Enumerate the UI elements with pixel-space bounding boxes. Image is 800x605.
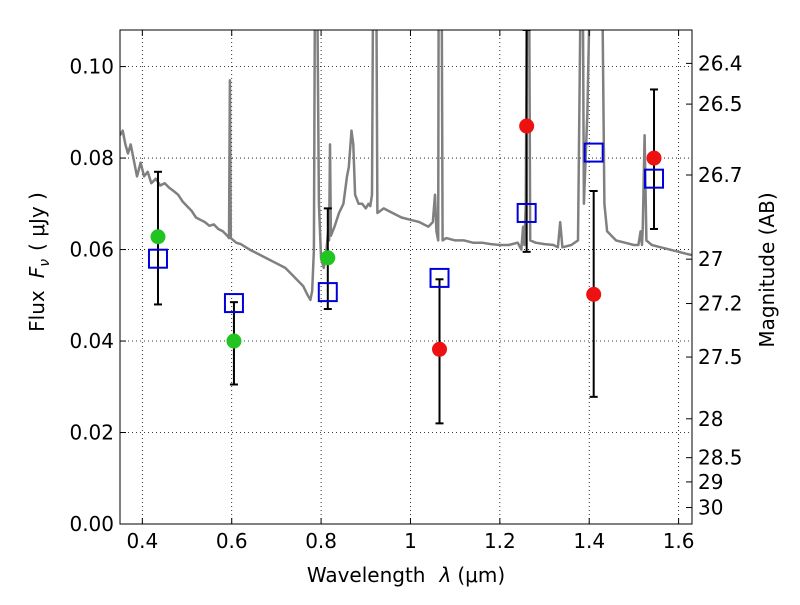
x-tick-label: 0.6: [216, 529, 248, 553]
model-square-marker: [516, 202, 537, 223]
green-data-point: [150, 229, 166, 245]
green-data-point: [320, 250, 336, 266]
y-axis-label: Flux: [25, 290, 49, 332]
y-tick-label: 0.08: [69, 146, 114, 170]
right-tick-label: 28: [698, 407, 723, 431]
x-axis-label: Wavelength: [307, 563, 426, 587]
y-tick-label: 0.06: [69, 238, 114, 262]
grid: [120, 30, 692, 524]
model-square-marker: [317, 282, 338, 303]
x-tick-label: 0.8: [305, 529, 337, 553]
x-axis-symbol: λ: [439, 563, 452, 587]
y-tick-label: 0.04: [69, 329, 114, 353]
y-tick-label: 0.00: [69, 512, 114, 536]
red-data-point: [646, 150, 662, 166]
right-tick-label: 27.2: [698, 292, 743, 316]
x-tick-label: 0.4: [126, 529, 158, 553]
x-axis-title: Wavelength λ (μm): [307, 563, 505, 587]
plot-background: [120, 30, 692, 524]
right-tick-label: 28.5: [698, 446, 743, 470]
errorbar-layer: [153, 30, 659, 425]
right-tick-label: 27: [698, 247, 723, 271]
right-axis-title: Magnitude (AB): [755, 192, 779, 347]
green-data-point: [226, 333, 242, 349]
spectrum-layer: [120, 30, 692, 302]
right-tick-label: 30: [698, 496, 723, 520]
x-tick-label: 1: [404, 529, 417, 553]
model-square-marker: [147, 248, 168, 269]
right-tick-label: 26.4: [698, 51, 743, 75]
x-tick-label: 1.4: [573, 529, 605, 553]
y-axis-symbol: F: [25, 266, 49, 278]
model-square-marker: [223, 293, 244, 314]
model-square-marker: [644, 168, 665, 189]
red-data-point: [519, 118, 535, 134]
right-tick-label: 27.5: [698, 345, 743, 369]
model-square-marker: [583, 142, 604, 163]
spectrum-line: [120, 30, 692, 302]
right-tick-label: 26.7: [698, 163, 743, 187]
x-tick-label: 1.6: [663, 529, 695, 553]
model-square-marker: [429, 267, 450, 288]
tick-layer: 0.4 0.6 0.8 1 1.2 1.4 1.6 0.00 0.02 0.04 0.06 0.08 0…: [69, 30, 743, 553]
y-tick-label: 0.02: [69, 421, 114, 445]
red-data-point: [586, 286, 602, 302]
red-data-point: [432, 341, 448, 357]
x-axis-unit: (μm): [457, 563, 505, 587]
y-axis-title: Flux Fν ( μJy ): [25, 192, 53, 332]
y-tick-label: 0.10: [69, 55, 114, 79]
y-axis-subscript: ν: [37, 259, 53, 267]
marker-layer: [147, 118, 665, 357]
plot-frame: [119, 29, 693, 525]
right-tick-label: 26.5: [698, 92, 743, 116]
right-tick-label: 29: [698, 470, 723, 494]
y-axis-unit: ( μJy ): [25, 192, 49, 251]
x-tick-label: 1.2: [484, 529, 516, 553]
